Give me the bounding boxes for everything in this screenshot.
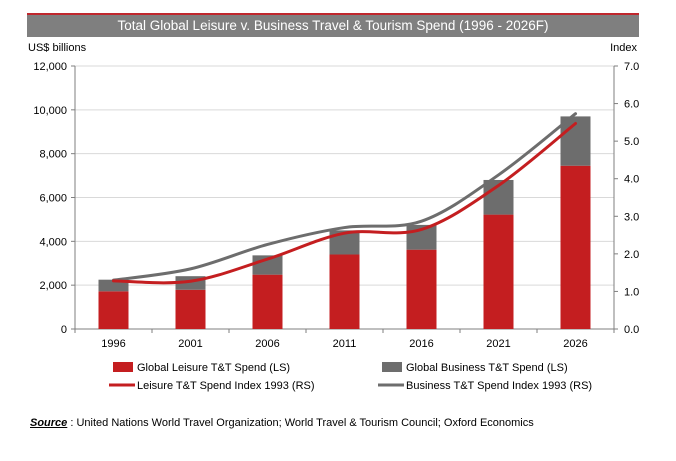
y-axis-left-label: US$ billions — [28, 42, 87, 54]
y-right-tick-label: 4.0 — [624, 174, 639, 186]
legend: Global Leisure T&T Spend (LS) Global Busi… — [109, 362, 592, 392]
y-right-tick-label: 3.0 — [624, 211, 639, 223]
y-right-tick-label: 1.0 — [624, 286, 639, 298]
y-left-tick-label: 8,000 — [39, 149, 67, 161]
y-right-tick-label: 2.0 — [624, 249, 639, 261]
source-note: Source : United Nations World Travel Org… — [30, 417, 534, 429]
legend-leisure-spend-label: Global Leisure T&T Spend (LS) — [137, 362, 290, 374]
y-left-tick-label: 12,000 — [33, 61, 67, 73]
source-text: : United Nations World Travel Organizati… — [67, 417, 534, 429]
tick-labels: 0 2,000 4,000 6,000 8,000 10,000 12,000 0.0 1.0 2… — [33, 61, 639, 350]
legend-business-index-label: Business T&T Spend Index 1993 (RS) — [406, 380, 592, 392]
leisure-bar-1996 — [98, 291, 129, 329]
y-left-tick-label: 4,000 — [39, 236, 67, 248]
y-right-tick-label: 7.0 — [624, 61, 639, 73]
y-right-tick-label: 5.0 — [624, 136, 639, 148]
y-left-tick-label: 2,000 — [39, 280, 67, 292]
bars-group — [98, 116, 591, 329]
x-tick-label: 2001 — [178, 338, 202, 350]
business-bar-1996 — [98, 279, 129, 292]
chart-title-bar: Total Global Leisure v. Business Travel … — [27, 13, 639, 37]
leisure-bar-2001 — [175, 289, 206, 329]
leisure-bar-2011 — [329, 254, 360, 329]
x-tick-label: 2021 — [486, 338, 510, 350]
leisure-bar-2026 — [560, 165, 591, 329]
lines-group — [112, 112, 577, 285]
y-left-tick-label: 10,000 — [33, 105, 67, 117]
x-tick-label: 1996 — [101, 338, 125, 350]
legend-business-spend-swatch — [382, 362, 402, 372]
leisure-bar-2016 — [406, 249, 437, 329]
business-index-line — [112, 112, 577, 282]
y-left-tick-label: 0 — [61, 324, 67, 336]
legend-leisure-spend-swatch — [113, 362, 133, 372]
x-tick-label: 2016 — [409, 338, 433, 350]
leisure-bar-2006 — [252, 274, 283, 329]
legend-business-spend-label: Global Business T&T Spend (LS) — [406, 362, 568, 374]
x-tick-label: 2006 — [255, 338, 279, 350]
y-right-tick-label: 0.0 — [624, 324, 639, 336]
y-right-tick-label: 6.0 — [624, 99, 639, 111]
leisure-bar-2021 — [483, 214, 514, 329]
x-tick-label: 2026 — [563, 338, 587, 350]
y-axis-right-label: Index — [610, 42, 637, 54]
source-label: Source — [30, 417, 68, 429]
y-left-tick-label: 6,000 — [39, 193, 67, 205]
chart-title: Total Global Leisure v. Business Travel … — [117, 18, 549, 33]
legend-leisure-index-label: Leisure T&T Spend Index 1993 (RS) — [137, 380, 315, 392]
leisure-index-line — [112, 121, 577, 285]
x-tick-label: 2011 — [333, 338, 357, 350]
